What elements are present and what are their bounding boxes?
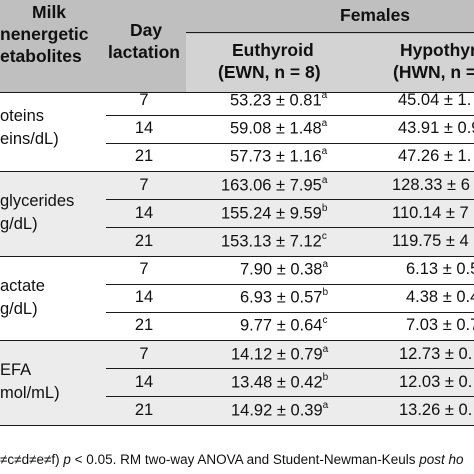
table-cell-day: 14 [134,119,154,137]
row-band-nefa [0,340,474,425]
table-cell-hwn: 13.26 ± 0. [399,401,473,419]
table-cell-ewn: 13.48 ± 0.42b [231,372,329,392]
females-underline [186,32,474,33]
header-col1-line3: etabolites [0,46,82,66]
table-cell-hwn: 128.33 ± 6 [392,176,470,194]
header-euthyroid-line2: (EWN, n = 8) [218,62,321,82]
group-label-lactate-line2: g/dL) [0,300,38,318]
header-hypothyroid-line1: Hypothyro [400,40,474,60]
row-separator [106,143,474,144]
table-cell-hwn: 6.13 ± 0.5 [406,260,474,278]
table-cell-day: 21 [134,401,154,419]
group-label-triglycerides-line2: g/dL) [0,215,38,233]
table-cell-hwn: 47.26 ± 1. [398,147,472,165]
header-col1-line2: nenergetic [0,24,89,44]
table-cell-ewn: 6.93 ± 0.57b [240,287,329,307]
row-separator [106,396,474,397]
table-cell-day: 14 [134,204,154,222]
header-day-line1: Day [130,20,163,40]
table-cell-hwn: 4.38 ± 0.4 [406,288,474,306]
table-bottom-rule [0,425,474,426]
significance-letter: a [321,146,328,157]
group-label-proteins-line1: oteins [0,107,45,125]
header-females: Females [340,5,411,25]
significance-letter: c [322,315,328,326]
table-footnote: ≠c≠d≠e≠f) p < 0.05. RM two-way ANOVA and… [0,452,464,467]
group-separator [0,171,474,172]
table-cell-day: 21 [134,232,154,250]
group-separator [0,256,474,257]
significance-letter: a [322,400,329,411]
significance-letter: a [322,259,329,270]
table-cell-hwn: 43.91 ± 0.9 [398,119,474,137]
table-cell-day: 14 [134,373,154,391]
table-cell-hwn: 110.14 ± 7 [392,204,469,222]
significance-letter: a [321,90,328,101]
group-label-nefa-line1: EFA [0,361,32,379]
header-bottom-rule [0,92,474,93]
table-cell-day: 21 [134,147,154,165]
table-cell-ewn: 57.73 ± 1.16a [230,146,328,166]
row-separator [106,284,474,285]
group-label-triglycerides-line1: glycerides [0,192,75,210]
group-label-lactate-line1: actate [0,277,45,295]
table-cell-ewn: 14.92 ± 0.39a [231,400,329,420]
table-cell-ewn: 9.77 ± 0.64c [240,315,328,335]
group-separator [0,340,474,341]
table-cell-hwn: 7.03 ± 0.7 [406,316,474,334]
group-label-nefa-line2: mol/mL) [0,384,60,402]
table-cell-ewn: 153.13 ± 7.12c [221,231,327,251]
table-cell-day: 14 [134,288,154,306]
significance-letter: b [322,372,329,383]
row-separator [106,312,474,313]
row-separator [106,368,474,369]
table-cell-hwn: 12.73 ± 0. [399,345,473,363]
row-separator [106,199,474,200]
row-band-triglycerides [0,171,474,256]
females-subheader-background [186,34,474,92]
header-day-line2: lactation [108,42,180,62]
header-euthyroid-line1: Euthyroid [232,40,314,60]
table-cell-ewn: 53.23 ± 0.81a [230,90,328,110]
table-cell-ewn: 163.06 ± 7.95a [221,175,328,195]
table-cell-hwn: 12.03 ± 0. [399,373,473,391]
table-cell-day: 21 [134,316,154,334]
table-cell-day: 7 [139,91,149,109]
table-cell-ewn: 7.90 ± 0.38a [240,259,329,279]
row-separator [106,115,474,116]
table-cell-day: 7 [139,260,149,278]
significance-letter: b [322,287,329,298]
row-separator [106,227,474,228]
significance-letter: c [321,231,327,242]
table-cell-ewn: 14.12 ± 0.79a [231,344,329,364]
table-cell-ewn: 155.24 ± 9.59b [221,203,328,223]
group-label-proteins-line2: eins/dL) [0,130,59,148]
header-hypothyroid-line2: (HWN, n = [393,62,474,82]
table-cell-hwn: 119.75 ± 4 [392,232,469,250]
table-cell-day: 7 [139,345,149,363]
table-cell-day: 7 [139,176,149,194]
significance-letter: b [321,203,328,214]
significance-letter: a [321,118,328,129]
significance-letter: a [322,344,329,355]
header-col1-line1: Milk [32,2,67,22]
table-cell-hwn: 45.04 ± 1. [398,91,472,109]
significance-letter: a [321,175,328,186]
table-cell-ewn: 59.08 ± 1.48a [230,118,328,138]
